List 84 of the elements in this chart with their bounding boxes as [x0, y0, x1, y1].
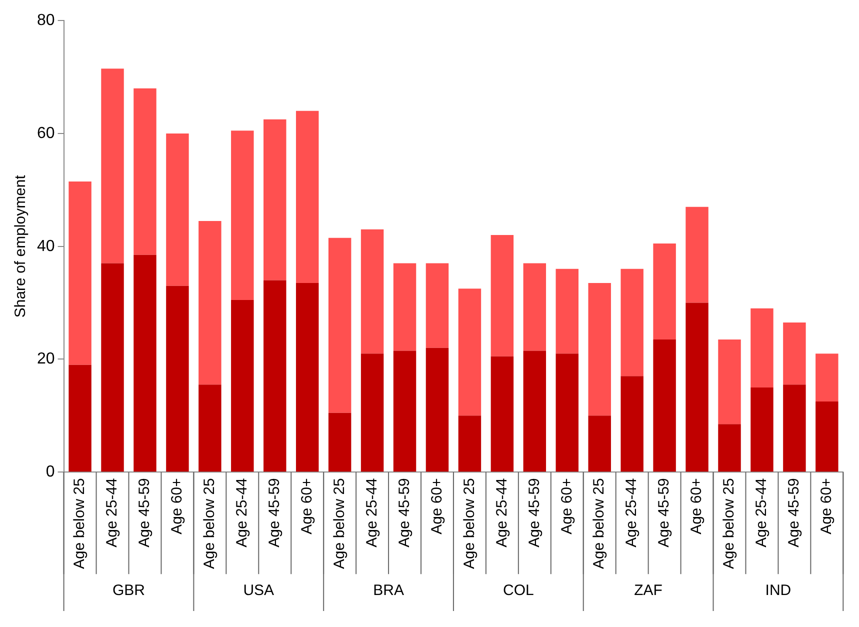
text: BRA	[373, 582, 404, 600]
bar	[426, 263, 449, 348]
x-tick-label: Age 25-44	[753, 478, 770, 548]
bar	[588, 283, 611, 416]
bar	[328, 238, 352, 413]
x-tick-label: Age 60+	[688, 478, 706, 534]
x-tick-label: Age 25-44	[104, 478, 121, 548]
bar	[653, 339, 676, 472]
bar	[653, 244, 676, 340]
x-tick-label: Age below 25	[590, 478, 608, 570]
x-tick-label: Age 60+	[558, 478, 576, 534]
bar	[360, 354, 384, 472]
x-tick-label: Age below 25	[201, 478, 218, 570]
y-tick-label: 20	[37, 350, 55, 368]
bar	[718, 339, 741, 424]
text: GBR	[112, 582, 146, 600]
y-tick-label: 80	[37, 12, 55, 30]
bar	[490, 235, 514, 356]
bar	[556, 354, 578, 472]
x-tick-label: Age 45-59	[786, 478, 803, 548]
bar	[523, 350, 546, 472]
bar	[783, 384, 806, 472]
x-tick-label: Age below 25	[460, 478, 478, 570]
bar	[166, 286, 189, 472]
bar	[231, 130, 254, 300]
bar	[783, 322, 806, 385]
bar	[198, 384, 222, 472]
bar	[523, 263, 546, 351]
bar	[198, 220, 222, 385]
bar	[296, 110, 319, 284]
x-tick-label: Age 45-59	[266, 478, 284, 548]
bar	[750, 308, 774, 388]
x-tick-label: Age 60+	[428, 478, 446, 534]
y-tick-label: 60	[37, 124, 55, 142]
bar	[360, 229, 384, 354]
bar	[393, 263, 416, 351]
x-tick-label: Age below 25	[330, 478, 348, 570]
x-tick-label: Age 60+	[298, 478, 316, 534]
bar	[686, 302, 708, 472]
bar	[490, 356, 514, 472]
bar	[264, 119, 286, 280]
bar	[458, 288, 482, 416]
x-tick-label: Age 25-44	[363, 478, 380, 548]
x-tick-label: Age 60+	[818, 478, 836, 534]
x-tick-label: Age 45-59	[396, 478, 413, 548]
bar	[296, 283, 319, 472]
bar	[393, 350, 416, 472]
text: COL	[503, 582, 534, 600]
bar	[264, 280, 286, 472]
text: ZAF	[634, 582, 662, 600]
bar	[231, 300, 254, 472]
bar	[68, 181, 92, 365]
text: IND	[765, 582, 792, 600]
x-tick-label: Age 45-59	[526, 478, 543, 548]
y-tick-label: 0	[46, 464, 55, 481]
bar	[101, 263, 124, 472]
bar	[328, 412, 352, 472]
bar	[426, 348, 449, 472]
x-tick-label: Age 25-44	[234, 478, 251, 548]
bar	[556, 268, 578, 354]
bar	[166, 133, 189, 286]
bar	[68, 364, 92, 472]
x-tick-label: Age below 25	[720, 478, 738, 570]
x-tick-label: Age 45-59	[136, 478, 154, 548]
bar	[620, 376, 644, 472]
bar	[816, 354, 838, 402]
x-tick-label: Age 25-44	[493, 478, 510, 548]
bar	[718, 424, 741, 472]
x-tick-label: Age 45-59	[656, 478, 673, 548]
bar	[588, 416, 611, 472]
text: USA	[243, 582, 274, 600]
bar	[101, 68, 124, 264]
bar	[134, 88, 156, 255]
bar	[750, 387, 774, 472]
bar	[134, 254, 156, 472]
bar	[686, 206, 708, 303]
bar	[620, 268, 644, 376]
x-tick-label: Age below 25	[71, 478, 88, 570]
bar	[458, 416, 482, 472]
x-tick-label: Age 60+	[168, 478, 186, 534]
x-tick-label: Age 25-44	[623, 478, 640, 548]
y-axis-title: Share of employment	[12, 174, 30, 318]
bar	[816, 402, 838, 472]
y-tick-label: 40	[37, 238, 55, 255]
